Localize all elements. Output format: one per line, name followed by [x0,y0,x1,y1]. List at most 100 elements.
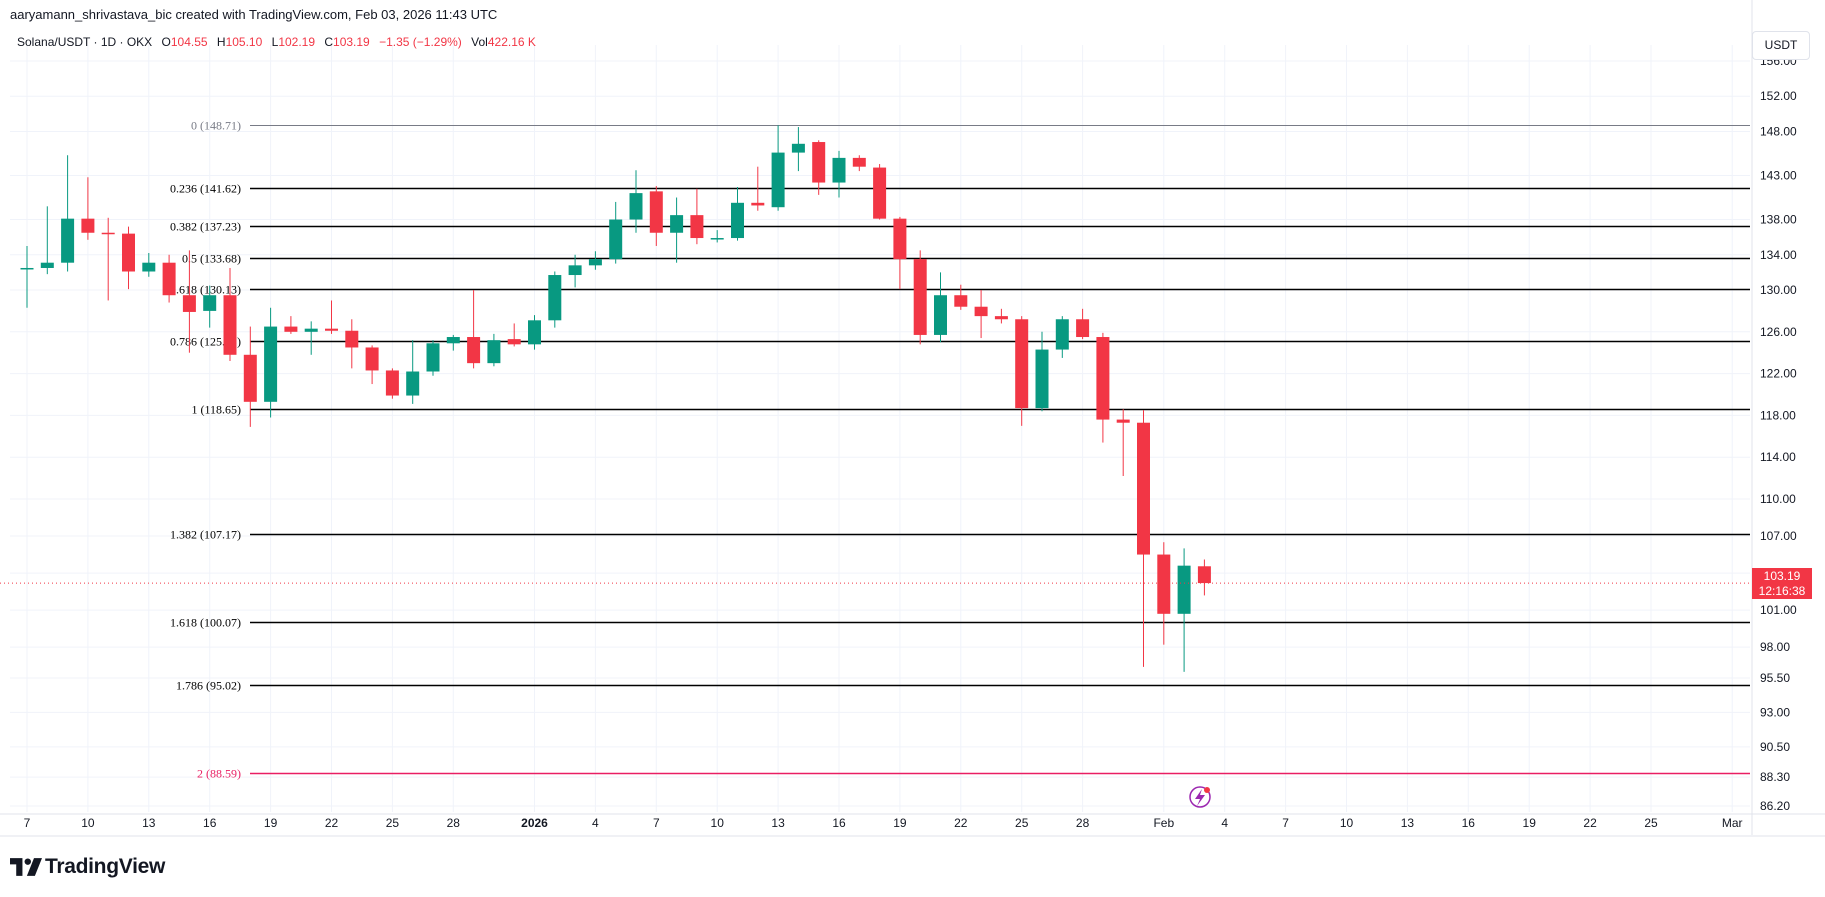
candle [1177,548,1191,672]
candle [365,345,379,385]
candle-body [142,262,156,272]
time-tick-label: 7 [1282,816,1289,830]
candle [81,177,95,240]
fib-level-label: 2 (88.59) [197,767,241,781]
price-tick-label: 118.00 [1760,408,1796,422]
candle [690,188,704,245]
time-axis[interactable]: 7 10 13 16 19 22 25 28 2026 4 7 10 13 16 19 22 25 28 Feb 4 7… [24,816,1743,830]
candle-body [670,215,684,233]
candle [1015,316,1029,426]
fib-level-label: 1.786 (95.02) [176,679,241,693]
candle-body [1137,422,1150,555]
price-tick-label: 95.50 [1760,671,1790,685]
time-tick-label: 10 [1340,816,1354,830]
fib-level-label: 0.786 (125.08) [170,335,241,349]
fib-level-label: 0.5 (133.68) [182,252,241,266]
candle [873,164,887,220]
candle [325,300,338,334]
candle [203,285,217,328]
candle-body [1055,319,1069,350]
price-tick-label: 101.00 [1760,603,1797,617]
candle [101,217,115,301]
time-tick-label: 4 [1221,816,1228,830]
candle-body [284,326,298,332]
candle-body [467,337,481,364]
candle-body [731,202,744,239]
legend-volume-value: 422.16 K [487,35,536,49]
price-tick-label: 148.00 [1760,124,1797,138]
time-tick-label: 2026 [521,816,548,830]
candle [1076,308,1090,340]
fib-level-label: 1 (118.65) [191,403,241,417]
legend-high-label: H [216,35,226,49]
price-tick-label: 98.00 [1760,640,1790,654]
candle [588,251,602,270]
candle-body [243,354,257,402]
time-tick-label: 16 [203,816,217,830]
candle-body [345,330,359,348]
candle-body [588,259,602,266]
tradingview-logo[interactable]: TradingView [10,855,166,878]
legend-low-value: 102.19 [278,35,316,49]
candle [771,125,785,211]
last-price-tag: 103.19 12:16:38 [1752,568,1812,600]
time-tick-label: 28 [447,816,461,830]
fibonacci-retracement[interactable]: 0 (148.71) 0.236 (141.62) 0.382 (137.23) 0.… [170,119,1750,781]
time-tick-label: 7 [653,816,660,830]
candle [731,186,744,241]
candle [548,271,562,328]
legend-low-label: L [271,35,279,49]
price-tick-label: 126.00 [1760,325,1797,339]
event-marker[interactable] [1189,786,1211,808]
time-tick-label: 10 [711,816,725,830]
price-tick-label: 93.00 [1760,705,1790,719]
time-tick-label: 22 [325,816,339,830]
candle-body [1116,419,1130,423]
candle [1116,409,1130,477]
fib-level-label: 0.236 (141.62) [170,182,241,196]
price-tick-label: 107.00 [1760,529,1797,543]
legend-symbol[interactable]: Solana/USDT · 1D · OKX [17,35,153,49]
candle [791,127,805,172]
candle [1055,316,1069,358]
candle-body [507,339,521,345]
candle [507,323,521,347]
candlesticks [20,125,1211,672]
ohlc-legend[interactable]: Solana/USDT · 1D · OKX O104.55 H105.10 L… [17,35,536,49]
candle [609,201,623,264]
price-axis[interactable]: 86.2088.3090.5093.0095.5098.00101.00104.… [1760,54,1797,813]
candle [162,254,176,303]
candle-body [568,265,582,276]
candle-body [20,267,34,270]
candle-body [893,218,907,260]
candle-body [40,262,54,268]
candle-body [710,238,724,240]
candle-body [1096,337,1110,420]
candle [629,170,643,233]
candle [1035,331,1049,412]
candle [243,326,257,427]
chart-credit: aaryamann_shrivastava_bic created with T… [10,7,498,22]
brand-name: TradingView [45,855,166,878]
candle [467,290,481,369]
candle-body [1076,319,1090,338]
candle-body [629,193,643,220]
currency-selector[interactable]: USDT [1752,31,1810,60]
candle-body [690,215,704,239]
candle-body [325,328,338,331]
candle [122,226,135,290]
price-tick-label: 143.00 [1760,169,1797,183]
candle [893,216,907,290]
candle-body [1197,566,1211,584]
candle-body [832,157,846,183]
candle [1157,542,1171,645]
time-tick-label: 22 [1583,816,1597,830]
lightning-event-icon[interactable] [1189,786,1211,808]
candle-body [954,295,968,307]
time-tick-label: Feb [1153,816,1174,830]
candle [1197,559,1211,596]
time-tick-label: 25 [1015,816,1029,830]
candle-body [446,337,460,344]
candle-body [385,370,399,396]
